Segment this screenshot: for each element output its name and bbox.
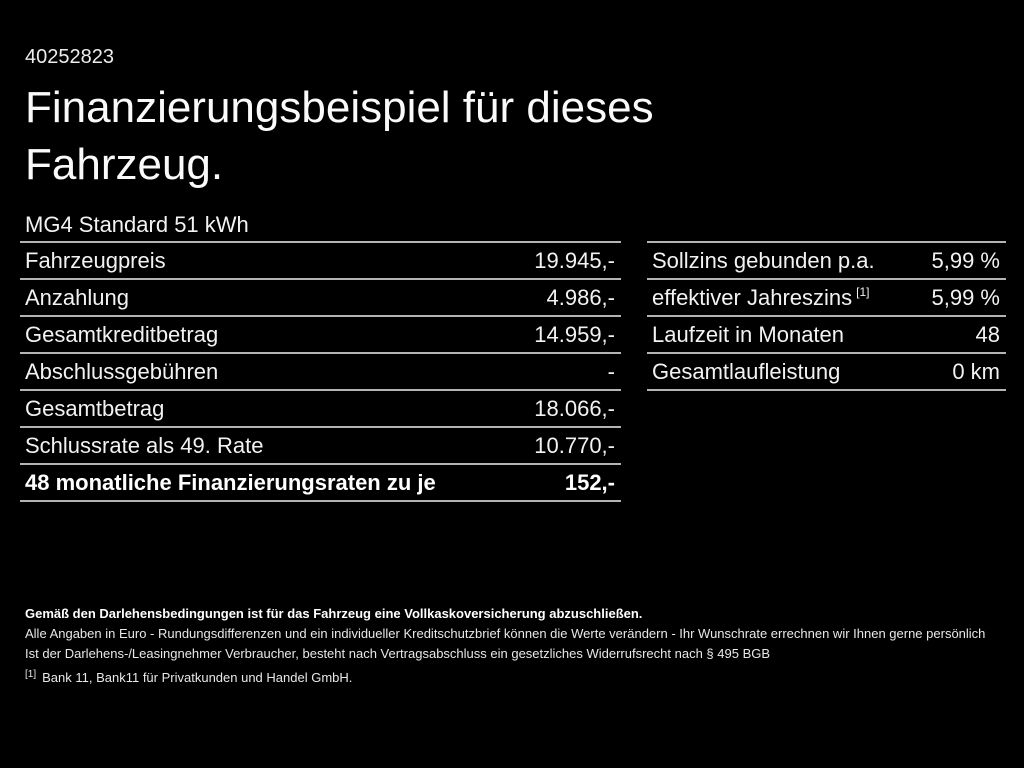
table-row: Fahrzeugpreis 19.945,- (20, 241, 621, 278)
footnote-text: Bank 11, Bank11 für Privatkunden und Han… (42, 670, 353, 685)
table-row: Gesamtkreditbetrag 14.959,- (20, 315, 621, 352)
page-title-line2: Fahrzeug. (25, 140, 224, 189)
row-value: 48 (975, 321, 1000, 347)
row-value: - (607, 358, 615, 384)
offer-id: 40252823 (25, 46, 114, 68)
row-label: Gesamtlaufleistung (652, 358, 841, 384)
insurance-note: Gemäß den Darlehensbedingungen ist für d… (25, 606, 643, 621)
row-value: 10.770,- (534, 432, 615, 458)
bank-footnote: [1] Bank 11, Bank11 für Privatkunden und … (25, 668, 985, 688)
table-row: Anzahlung 4.986,- (20, 278, 621, 315)
row-label: Sollzins gebunden p.a. (652, 247, 875, 273)
disclaimer-line1: Alle Angaben in Euro - Rundungsdifferenz… (25, 626, 986, 641)
row-label: effektiver Jahreszins [1] (652, 285, 869, 311)
row-value: 19.945,- (534, 247, 615, 273)
table-row: Schlussrate als 49. Rate 10.770,- (20, 426, 621, 463)
page-title: Finanzierungsbeispiel für dieses Fahrzeug… (25, 79, 654, 193)
row-label: 48 monatliche Finanzierungsraten zu je (25, 469, 436, 495)
row-value: 152,- (564, 469, 615, 495)
row-label: Laufzeit in Monaten (652, 321, 845, 347)
row-label-text: effektiver Jahreszins (652, 284, 853, 310)
finance-table: Fahrzeugpreis 19.945,- Anzahlung 4.986,-… (20, 241, 621, 502)
row-label: Gesamtbetrag (25, 395, 165, 421)
footnote-marker: [1] (856, 285, 870, 300)
table-row: Abschlussgebühren - (20, 352, 621, 389)
row-value: 0 km (952, 358, 1000, 384)
table-row: effektiver Jahreszins [1] 5,99 % (647, 278, 1006, 315)
table-row: Gesamtlaufleistung 0 km (647, 352, 1006, 389)
row-label: Abschlussgebühren (25, 358, 219, 384)
row-value: 5,99 % (931, 284, 1001, 310)
row-value: 4.986,- (546, 284, 616, 310)
row-label: Schlussrate als 49. Rate (25, 432, 264, 458)
row-label: Anzahlung (25, 284, 129, 310)
row-label: Fahrzeugpreis (25, 247, 166, 273)
conditions-table: Sollzins gebunden p.a. 5,99 % effektiver… (647, 241, 1006, 391)
table-row: Gesamtbetrag 18.066,- (20, 389, 621, 426)
row-label: Gesamtkreditbetrag (25, 321, 219, 347)
row-value: 14.959,- (534, 321, 615, 347)
footnote-marker: [1] (25, 668, 37, 680)
page-title-line1: Finanzierungsbeispiel für dieses (25, 83, 654, 132)
table-row: Sollzins gebunden p.a. 5,99 % (647, 241, 1006, 278)
row-value: 18.066,- (534, 395, 615, 421)
row-value: 5,99 % (931, 247, 1001, 273)
vehicle-model: MG4 Standard 51 kWh (25, 212, 249, 237)
disclaimer-line2: Ist der Darlehens-/Leasingnehmer Verbrau… (25, 646, 771, 661)
table-row: Laufzeit in Monaten 48 (647, 315, 1006, 352)
legal-footer: Gemäß den Darlehensbedingungen ist für d… (25, 604, 985, 688)
table-row-monthly-rate: 48 monatliche Finanzierungsraten zu je 1… (20, 463, 621, 500)
